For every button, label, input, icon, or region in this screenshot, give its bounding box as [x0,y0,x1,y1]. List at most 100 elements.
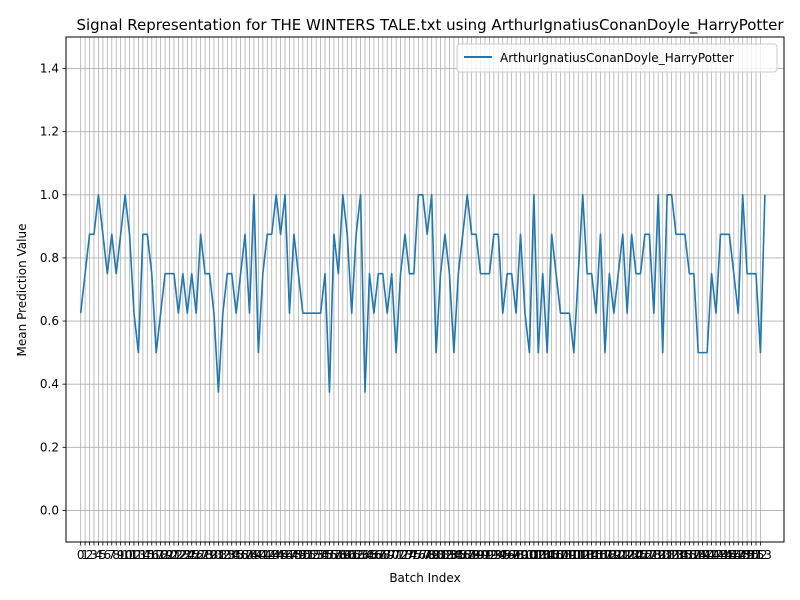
x-tick-label: 138 [682,548,705,562]
x-tick-label: 115 [580,548,603,562]
x-tick-label: 10 [117,548,132,562]
x-tick-label: 21 [166,548,181,562]
x-tick-label: 149 [731,548,754,562]
y-axis-label: Mean Prediction Value [15,224,29,357]
x-tick-label: 85 [451,548,466,562]
x-tick-label: 2 [86,548,94,562]
x-tick-label: 105 [536,548,559,562]
x-tick-label: 73 [397,548,412,562]
x-tick-label: 84 [446,548,461,562]
legend-box [456,43,778,73]
x-tick-label: 144 [709,548,732,562]
x-tick-label: 81 [433,548,448,562]
x-tick-label: 89 [468,548,483,562]
x-tick-label: 122 [611,548,634,562]
x-tick-label: 7 [108,548,116,562]
x-tick-label: 12 [126,548,141,562]
x-tick-label: 67 [371,548,386,562]
x-tick-label: 64 [357,548,372,562]
x-tick-label: 63 [353,548,368,562]
x-tick-label: 24 [180,548,195,562]
x-tick-label: 39 [246,548,261,562]
x-tick-label: 1 [81,548,89,562]
y-tick-label: 1.0 [40,188,59,202]
x-tick-label: 99 [513,548,528,562]
legend: ArthurIgnatiusConanDoyle_HarryPotter [456,43,778,73]
x-tick-label: 101 [518,548,541,562]
x-tick-label: 88 [464,548,479,562]
x-tick-label: 45 [273,548,288,562]
x-tick-label: 137 [678,548,701,562]
x-tick-label: 117 [589,548,612,562]
x-tick-label: 119 [598,548,621,562]
x-tick-label: 79 [424,548,439,562]
x-tick-label: 27 [193,548,208,562]
x-tick-label: 78 [420,548,435,562]
x-tick-label: 58 [331,548,346,562]
x-tick-label: 11 [122,548,137,562]
x-tick-label: 8 [112,548,120,562]
x-tick-label: 131 [651,548,674,562]
x-tick-label: 123 [616,548,639,562]
x-tick-label: 116 [585,548,608,562]
x-tick-label: 40 [251,548,266,562]
x-tick-label: 68 [375,548,390,562]
grid-lines [66,37,784,542]
x-tick-label: 93 [486,548,501,562]
x-ticks: 0123456789101112131415161718192021222324… [77,542,772,562]
x-tick-label: 52 [304,548,319,562]
x-tick-label: 23 [175,548,190,562]
x-tick-label: 4 [95,548,103,562]
x-tick-label: 36 [233,548,248,562]
x-tick-label: 19 [157,548,172,562]
x-tick-label: 141 [696,548,719,562]
x-tick-label: 9 [117,548,125,562]
x-tick-label: 139 [687,548,710,562]
x-tick-label: 102 [522,548,545,562]
x-tick-label: 72 [393,548,408,562]
x-axis-label: Batch Index [389,571,460,585]
x-tick-label: 41 [255,548,270,562]
y-tick-label: 0.6 [40,314,59,328]
x-tick-label: 86 [455,548,470,562]
x-tick-label: 38 [242,548,257,562]
x-tick-label: 150 [736,548,759,562]
x-tick-label: 90 [473,548,488,562]
x-tick-label: 62 [348,548,363,562]
x-tick-label: 15 [140,548,155,562]
x-tick-label: 126 [629,548,652,562]
x-tick-label: 98 [508,548,523,562]
x-tick-label: 134 [665,548,688,562]
x-tick-label: 37 [237,548,252,562]
x-tick-label: 65 [362,548,377,562]
x-tick-label: 5 [99,548,107,562]
series-layer [79,194,766,393]
x-tick-label: 43 [264,548,279,562]
y-tick-label: 0.0 [40,503,59,517]
x-tick-label: 142 [700,548,723,562]
y-tick-label: 1.4 [40,62,59,76]
x-tick-label: 22 [171,548,186,562]
y-ticks: 0.0 0.2 0.4 0.6 0.8 1.0 1.2 1.4 [40,62,66,517]
x-tick-label: 35 [229,548,244,562]
x-tick-label: 112 [567,548,590,562]
x-tick-label: 32 [215,548,230,562]
y-tick-label: 0.4 [40,377,59,391]
x-tick-label: 77 [415,548,430,562]
x-tick-label: 49 [291,548,306,562]
x-tick-label: 111 [562,548,585,562]
x-tick-label: 53 [309,548,324,562]
x-tick-label: 107 [545,548,568,562]
x-tick-label: 16 [144,548,159,562]
y-tick-label: 1.2 [40,125,59,139]
x-tick-label: 109 [554,548,577,562]
x-tick-label: 91 [477,548,492,562]
x-tick-label: 74 [402,548,417,562]
x-tick-label: 20 [162,548,177,562]
x-tick-label: 147 [722,548,745,562]
x-tick-label: 55 [317,548,332,562]
x-tick-label: 48 [286,548,301,562]
x-tick-label: 29 [202,548,217,562]
x-tick-label: 127 [633,548,656,562]
